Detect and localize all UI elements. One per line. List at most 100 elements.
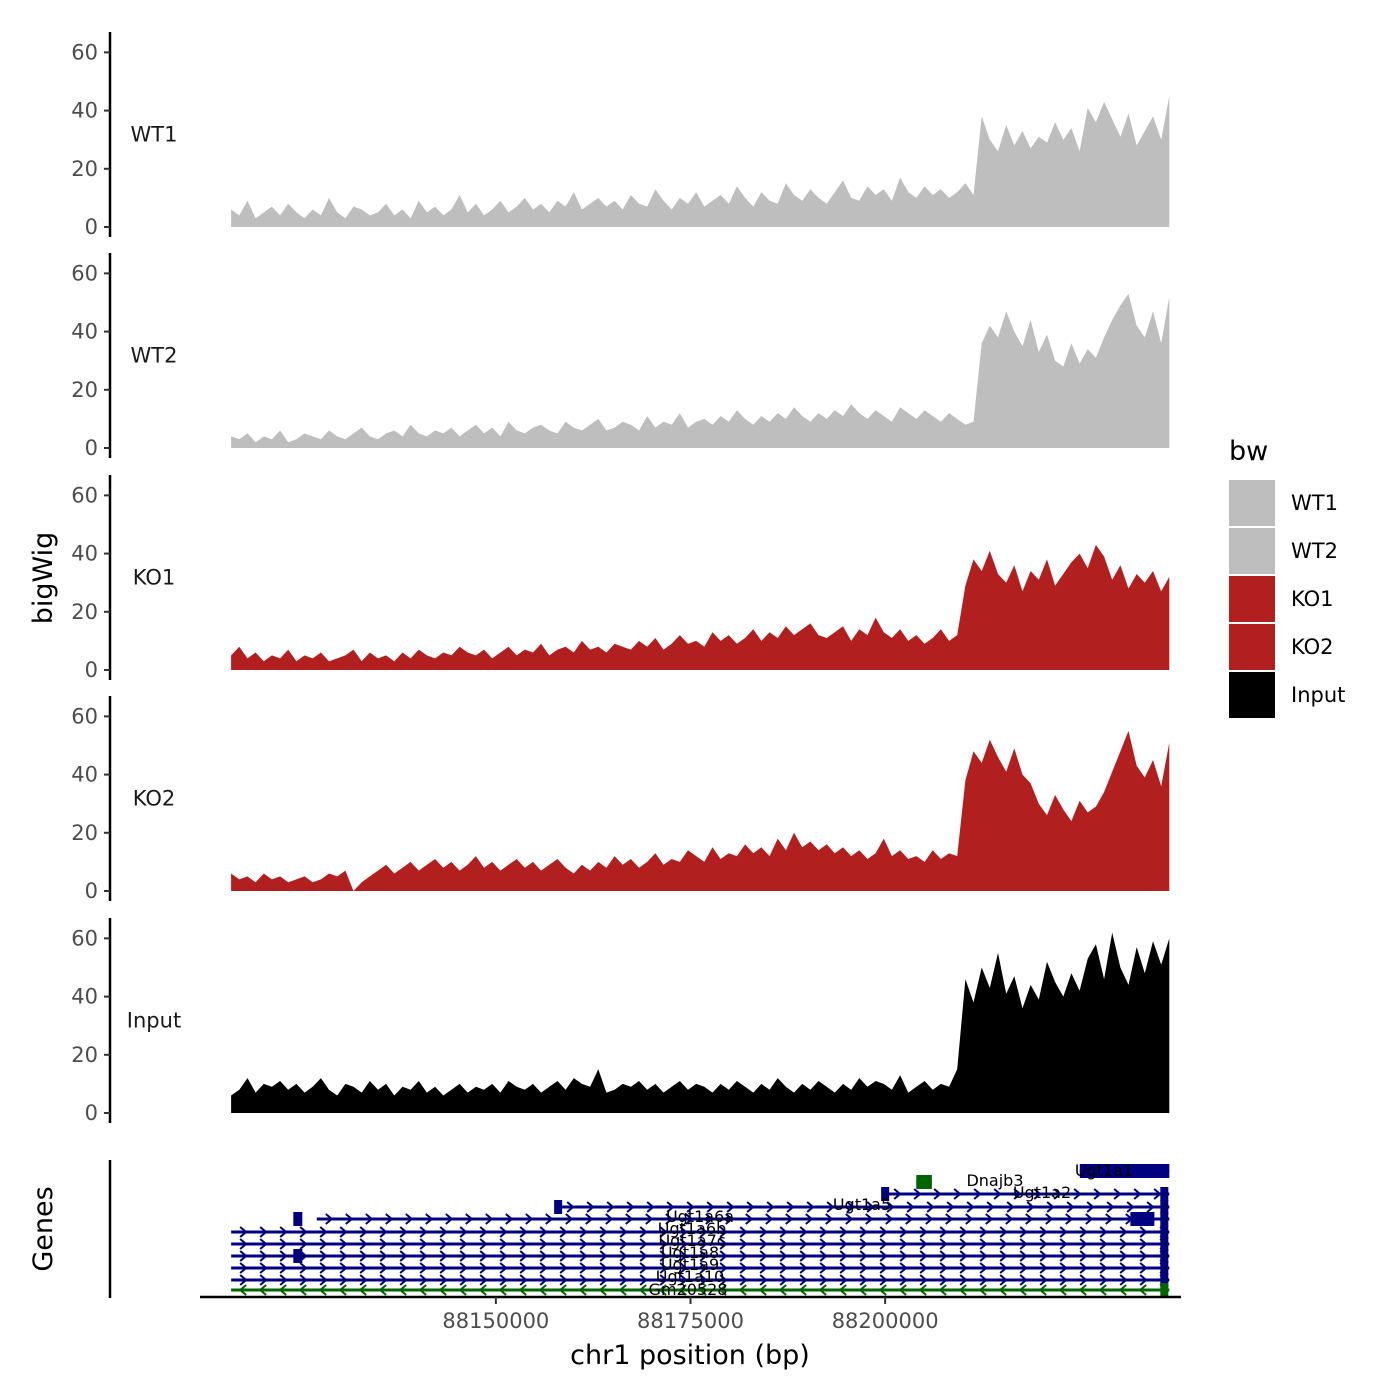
strand-chevron [1018,1284,1027,1296]
x-axis-title: chr1 position (bp) [570,1340,810,1371]
exon-block [1160,1283,1169,1297]
strand-chevron [379,1262,388,1274]
strand-chevron [1065,1213,1074,1225]
strand-chevron [839,1238,848,1250]
strand-chevron [939,1250,948,1262]
strand-chevron [1079,1250,1088,1262]
strand-chevron [418,1284,427,1296]
strand-chevron [619,1238,628,1250]
strand-chevron [666,1201,675,1213]
strand-chevron [1019,1226,1028,1238]
strand-chevron [859,1226,868,1238]
strand-chevron [539,1238,548,1250]
strand-chevron [719,1250,728,1262]
strand-chevron [945,1213,954,1225]
strand-chevron [479,1250,488,1262]
strand-chevron [819,1226,828,1238]
strand-chevron [958,1284,967,1296]
legend-label-input: Input [1291,683,1345,707]
strand-chevron [625,1213,634,1225]
strand-chevron [899,1274,908,1286]
strand-chevron [419,1274,428,1286]
strand-chevron [419,1238,428,1250]
strand-chevron [618,1284,627,1296]
strand-chevron [599,1262,608,1274]
strand-chevron [565,1213,574,1225]
strand-chevron [706,1201,715,1213]
strand-chevron [1105,1213,1114,1225]
strand-chevron [1058,1284,1067,1296]
y-tick-label: 0 [85,658,98,682]
strand-chevron [819,1274,828,1286]
strand-chevron [606,1201,615,1213]
strand-chevron [678,1284,687,1296]
strand-chevron [398,1284,407,1296]
strand-chevron [379,1274,388,1286]
strand-chevron [359,1250,368,1262]
track-label-wt1: WT1 [131,123,178,147]
legend-key-wt1 [1229,480,1275,526]
strand-chevron [879,1262,888,1274]
y-tick-label: 60 [71,704,98,728]
strand-chevron [319,1274,328,1286]
legend-key-ko2 [1229,624,1275,670]
strand-chevron [579,1274,588,1286]
strand-chevron [439,1238,448,1250]
gene-label-ugt1a6b: Ugt1a6b [658,1219,726,1238]
strand-chevron [879,1226,888,1238]
strand-chevron [599,1274,608,1286]
track-label-wt2: WT2 [131,344,178,368]
strand-chevron [739,1262,748,1274]
strand-chevron [1119,1250,1128,1262]
strand-chevron [858,1284,867,1296]
strand-chevron [878,1284,887,1296]
strand-chevron [758,1284,767,1296]
strand-chevron [1098,1284,1107,1296]
gene-label-ugt1a1: Ugt1a1 [1075,1161,1133,1180]
strand-chevron [325,1213,334,1225]
strand-chevron [1053,1188,1062,1200]
strand-chevron [766,1201,775,1213]
strand-chevron [538,1284,547,1296]
strand-chevron [1099,1238,1108,1250]
area-wt2 [231,293,1170,448]
strand-chevron [679,1262,688,1274]
strand-chevron [825,1213,834,1225]
strand-chevron [1099,1274,1108,1286]
strand-chevron [599,1250,608,1262]
gene-label-ugt1a5: Ugt1a5 [833,1195,891,1214]
strand-chevron [1059,1262,1068,1274]
exon-block [1160,1261,1169,1275]
strand-chevron [399,1262,408,1274]
strand-chevron [779,1238,788,1250]
exon-block [1160,1249,1169,1263]
strand-chevron [885,1213,894,1225]
legend-label-ko2: KO2 [1291,635,1334,659]
strand-chevron [939,1238,948,1250]
legend-label-ko1: KO1 [1291,587,1334,611]
strand-chevron [905,1213,914,1225]
exon-block [1130,1212,1155,1226]
strand-chevron [459,1250,468,1262]
exon-block [1079,1164,1170,1178]
exon-block [293,1249,303,1263]
exon-block [916,1175,932,1189]
strand-chevron [298,1284,307,1296]
strand-chevron [1118,1284,1127,1296]
strand-chevron [1078,1284,1087,1296]
strand-chevron [379,1250,388,1262]
strand-chevron [385,1213,394,1225]
gene-ugt1a10 [231,1273,1170,1287]
strand-chevron [1099,1226,1108,1238]
y-tick-label: 20 [71,378,98,402]
strand-chevron [279,1238,288,1250]
strand-chevron [999,1226,1008,1238]
strand-chevron [646,1201,655,1213]
strand-chevron [699,1250,708,1262]
genes-track-title: Genes [28,1186,59,1271]
strand-chevron [405,1213,414,1225]
y-tick-label: 0 [85,879,98,903]
strand-chevron [919,1250,928,1262]
strand-chevron [439,1226,448,1238]
strand-chevron [358,1284,367,1296]
